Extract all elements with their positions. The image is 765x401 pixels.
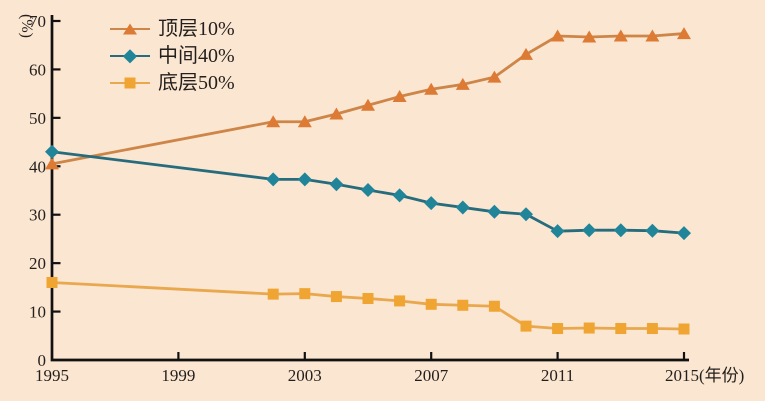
data-point-top-10 [645,29,660,42]
data-point-top-10 [550,29,565,42]
y-tick-label: 0 [38,351,47,370]
data-point-top-10 [582,30,597,43]
data-point-bottom-50 [678,323,690,335]
legend-item-top-10: 顶层10% [110,15,235,42]
data-point-middle-40 [45,144,59,159]
data-point-top-10 [487,70,502,83]
data-point-middle-40 [582,223,597,238]
legend-swatch-top-10 [110,22,150,36]
y-tick-label: 60 [29,60,46,79]
data-point-bottom-50 [488,300,500,312]
y-tick-label: 20 [29,254,46,273]
y-tick-label: 70 [29,12,46,31]
data-point-bottom-50 [457,299,469,311]
y-tick-label: 10 [29,303,46,322]
x-tick-label: 2003 [288,366,322,385]
data-point-middle-40 [519,207,533,222]
legend-label-top-10: 顶层10% [158,17,235,40]
data-point-middle-40 [487,204,502,219]
data-point-middle-40 [266,172,281,187]
data-point-top-10 [424,82,439,95]
data-point-bottom-50 [267,288,279,300]
data-point-bottom-50 [552,323,564,335]
triangle-marker-icon [123,23,137,34]
y-tick-label: 50 [29,109,46,128]
diamond-marker-icon [123,48,137,63]
legend-item-middle-40: 中间40% [110,42,235,69]
data-point-top-10 [613,29,628,42]
data-point-top-10 [392,90,407,103]
data-point-middle-40 [392,188,407,203]
legend: 顶层10% 中间40% 底层50% [110,15,235,96]
data-point-middle-40 [297,172,312,187]
data-point-bottom-50 [583,322,595,334]
square-marker-icon [124,77,136,88]
x-tick-label: 2015(年份) [665,366,744,385]
data-point-middle-40 [455,200,470,215]
series-line-bottom-50 [51,281,685,331]
legend-swatch-bottom-50 [110,76,150,90]
data-point-bottom-50 [520,320,532,332]
x-tick-label: 1999 [161,366,195,385]
data-point-bottom-50 [362,292,374,304]
data-point-bottom-50 [299,288,311,300]
data-point-top-10 [455,77,470,90]
data-point-top-10 [361,98,375,111]
data-point-top-10 [297,115,312,128]
legend-label-middle-40: 中间40% [158,44,235,67]
data-point-bottom-50 [615,323,627,335]
data-point-bottom-50 [425,298,437,310]
legend-item-bottom-50: 底层50% [110,69,235,96]
data-point-top-10 [266,115,281,128]
data-point-middle-40 [677,226,691,241]
y-tick-label: 40 [29,157,46,176]
x-tick-label: 1995 [35,366,69,385]
data-point-bottom-50 [330,291,342,303]
data-point-middle-40 [361,183,375,198]
y-tick-label: 30 [29,206,46,225]
data-point-bottom-50 [394,295,406,307]
data-point-middle-40 [645,223,660,238]
axes [50,15,689,362]
data-point-bottom-50 [646,323,658,335]
data-point-top-10 [677,27,691,40]
legend-swatch-middle-40 [110,48,150,63]
data-point-top-10 [329,107,344,120]
data-point-middle-40 [329,177,344,192]
y-axis-unit-label: (%) [18,14,35,38]
data-point-bottom-50 [46,277,58,289]
x-tick-label: 2011 [541,366,574,385]
legend-label-bottom-50: 底层50% [158,71,235,94]
x-tick-label: 2007 [414,366,449,385]
data-point-middle-40 [424,196,439,211]
data-point-middle-40 [613,223,628,238]
data-point-top-10 [45,157,59,170]
data-point-top-10 [519,47,533,60]
data-point-middle-40 [550,224,565,239]
